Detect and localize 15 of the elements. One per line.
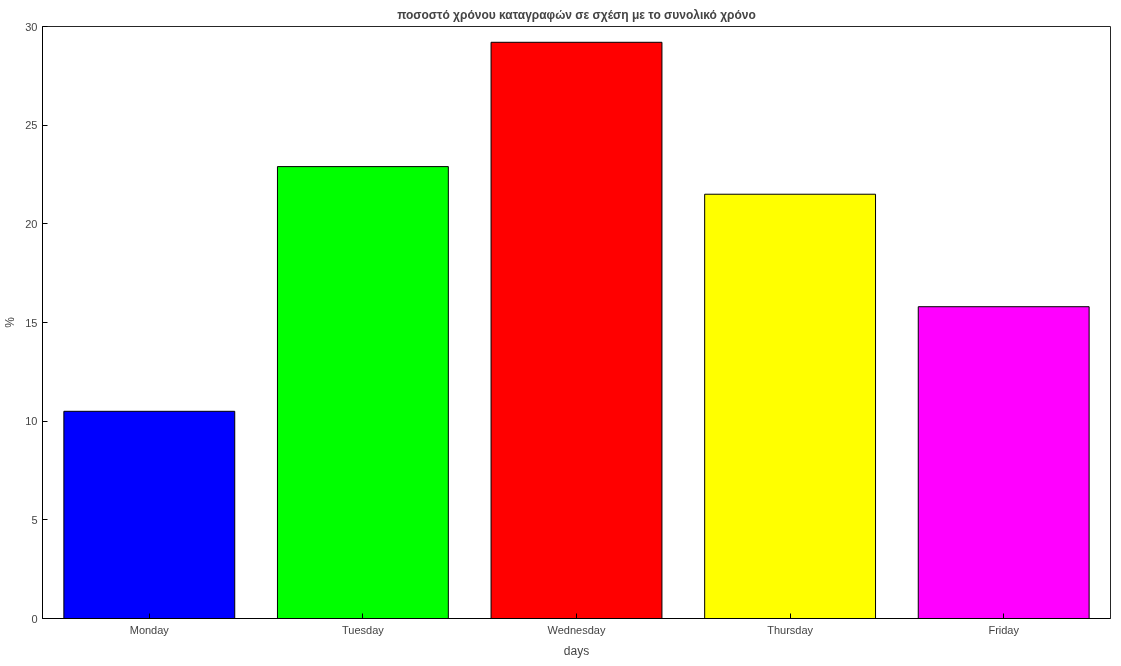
y-tick-label: 0 [31,612,38,625]
chart-title: ποσοστό χρόνου καταγραφών σε σχέση με το συνολικό χρόνο [397,7,756,22]
y-tick-label: 25 [25,119,38,132]
y-tick-label: 5 [31,513,38,526]
y-tick-label: 15 [25,316,38,329]
x-tick-label: Friday [988,623,1020,636]
x-axis-title: days [563,643,590,658]
y-tick-label: 10 [25,415,38,428]
y-tick-label: 20 [25,217,38,230]
x-tick-label: Tuesday [342,623,385,636]
y-axis-title: % [3,316,18,328]
x-tick-label: Thursday [767,623,814,636]
y-tick-label: 30 [25,20,38,33]
x-tick-label: Monday [129,623,170,636]
x-tick-label: Wednesday [547,623,606,636]
